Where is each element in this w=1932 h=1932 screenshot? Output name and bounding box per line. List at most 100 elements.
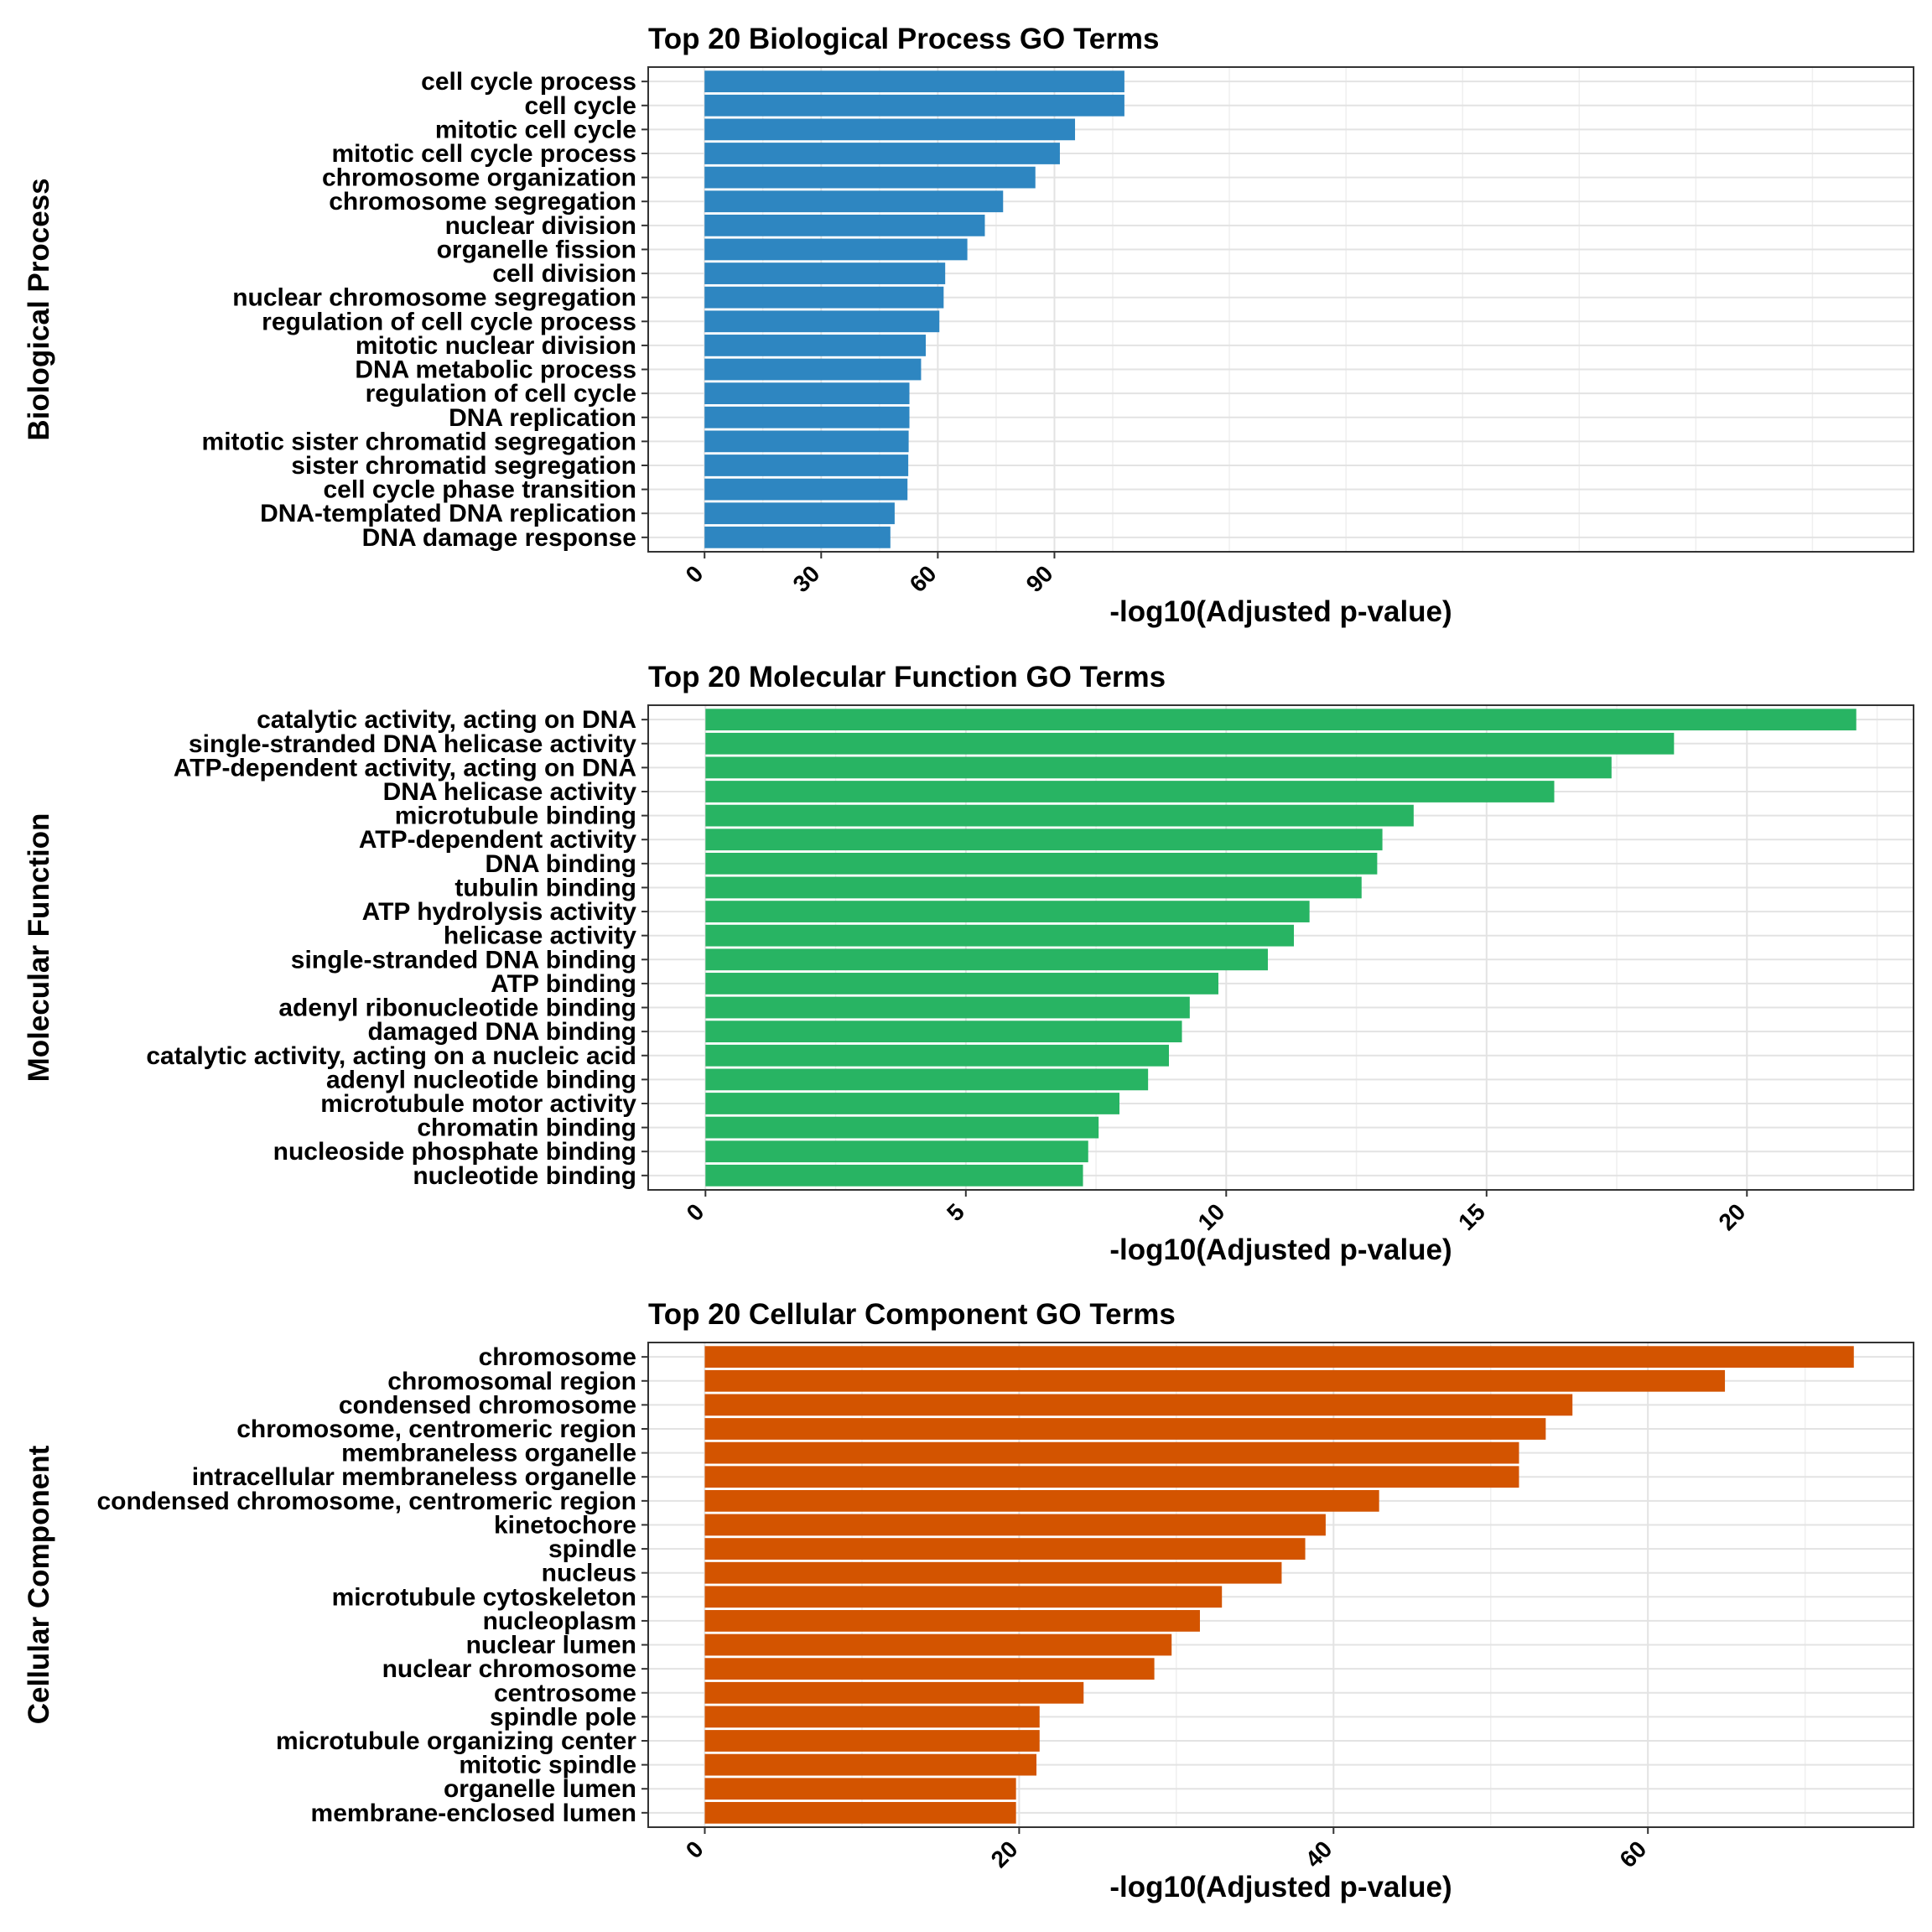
cellular-component-category-label: condensed chromosome, centromeric region bbox=[97, 1488, 637, 1515]
biological-process-bar bbox=[704, 94, 1124, 117]
cellular-component-bar bbox=[704, 1610, 1200, 1632]
biological-process-panel-border bbox=[647, 66, 1914, 553]
cellular-component-bar bbox=[704, 1514, 1326, 1536]
molecular-function-bar bbox=[705, 756, 1612, 779]
cellular-component-bar bbox=[704, 1778, 1016, 1800]
molecular-function-category-label: catalytic activity, acting on a nucleic … bbox=[146, 1042, 636, 1070]
molecular-function-bar bbox=[705, 1164, 1083, 1187]
cellular-component-category-label: kinetochore bbox=[494, 1511, 636, 1539]
cellular-component-category-label: condensed chromosome bbox=[339, 1391, 636, 1419]
biological-process-category-label: chromosome segregation bbox=[329, 188, 636, 216]
biological-process-title: Top 20 Biological Process GO Terms bbox=[648, 23, 1159, 55]
cellular-component-x-tick-label: 60 bbox=[1614, 1836, 1651, 1872]
molecular-function-bar bbox=[705, 973, 1218, 995]
cellular-component-bar bbox=[704, 1706, 1040, 1728]
biological-process-category-label: DNA-templated DNA replication bbox=[260, 500, 636, 527]
biological-process-bar bbox=[704, 382, 910, 405]
molecular-function-category-label: microtubule motor activity bbox=[320, 1090, 636, 1118]
molecular-function-category-label: ATP binding bbox=[491, 970, 636, 998]
biological-process-x-tick-label: 60 bbox=[905, 560, 942, 597]
molecular-function-category-label: helicase activity bbox=[444, 922, 636, 950]
cellular-component-bar bbox=[704, 1489, 1379, 1512]
biological-process-x-tick-label: 90 bbox=[1021, 560, 1058, 597]
cellular-component-category-label: spindle pole bbox=[490, 1703, 636, 1731]
molecular-function-x-tick-label: 5 bbox=[942, 1198, 969, 1226]
biological-process-category-label: DNA replication bbox=[449, 404, 636, 432]
cellular-component-category-label: centrosome bbox=[494, 1680, 636, 1707]
molecular-function-category-label: single-stranded DNA binding bbox=[291, 946, 636, 974]
molecular-function-x-tick-label: 20 bbox=[1714, 1198, 1751, 1235]
biological-process-bar bbox=[704, 454, 909, 476]
molecular-function-y-axis-label: Molecular Function bbox=[23, 813, 55, 1083]
molecular-function-category-label: catalytic activity, acting on DNA bbox=[257, 706, 636, 734]
molecular-function-category-label: nucleotide binding bbox=[413, 1162, 636, 1190]
cellular-component-bar bbox=[704, 1753, 1037, 1776]
cellular-component-bar bbox=[704, 1369, 1726, 1392]
cellular-component-bar bbox=[704, 1633, 1172, 1656]
cellular-component-bar bbox=[704, 1658, 1155, 1680]
biological-process-category-label: sister chromatid segregation bbox=[291, 452, 636, 480]
molecular-function-x-tick-label: 0 bbox=[682, 1198, 709, 1226]
cellular-component-bar bbox=[704, 1441, 1519, 1464]
molecular-function-bar bbox=[705, 996, 1190, 1019]
molecular-function-category-label: nucleoside phosphate binding bbox=[273, 1138, 636, 1166]
cellular-component-x-tick-label: 20 bbox=[986, 1836, 1023, 1872]
molecular-function-category-label: tubulin binding bbox=[454, 874, 636, 901]
biological-process-category-label: DNA damage response bbox=[362, 524, 636, 552]
molecular-function-category-label: chromatin binding bbox=[417, 1114, 636, 1142]
molecular-function-bar bbox=[705, 876, 1362, 899]
biological-process-y-axis-label: Biological Process bbox=[23, 178, 55, 440]
molecular-function-category-label: microtubule binding bbox=[395, 802, 636, 830]
biological-process-x-axis-label: -log10(Adjusted p-value) bbox=[1109, 595, 1452, 628]
molecular-function-category-label: ATP-dependent activity, acting on DNA bbox=[174, 754, 636, 782]
cellular-component-category-label: spindle bbox=[548, 1535, 636, 1563]
cellular-component-bar bbox=[704, 1394, 1573, 1416]
biological-process-bar bbox=[704, 190, 1004, 213]
biological-process-bar bbox=[704, 166, 1036, 189]
biological-process-bar bbox=[704, 358, 922, 381]
biological-process-bar bbox=[704, 406, 910, 428]
biological-process-bar bbox=[704, 502, 895, 525]
cellular-component-x-tick-label: 0 bbox=[681, 1836, 709, 1863]
molecular-function-panel: catalytic activity, acting on DNA single-… bbox=[23, 661, 1914, 1266]
molecular-function-bar bbox=[705, 1116, 1099, 1139]
biological-process-bar bbox=[704, 478, 908, 501]
molecular-function-bar bbox=[705, 948, 1268, 971]
cellular-component-y-axis-label: Cellular Component bbox=[23, 1445, 55, 1724]
molecular-function-bar bbox=[705, 709, 1857, 731]
biological-process-bar bbox=[704, 430, 909, 453]
biological-process-category-label: regulation of cell cycle process bbox=[262, 308, 636, 335]
biological-process-category-label: mitotic sister chromatid segregation bbox=[202, 428, 636, 455]
biological-process-category-label: organelle fission bbox=[437, 236, 636, 263]
cellular-component-bar bbox=[704, 1681, 1084, 1704]
molecular-function-panel-border bbox=[647, 704, 1914, 1191]
biological-process-bar bbox=[704, 526, 891, 548]
cellular-component-bar bbox=[704, 1586, 1223, 1608]
cellular-component-category-label: chromosomal region bbox=[387, 1368, 636, 1395]
molecular-function-x-tick-label: 10 bbox=[1193, 1198, 1230, 1235]
biological-process-category-label: cell division bbox=[492, 260, 636, 288]
molecular-function-category-label: ATP hydrolysis activity bbox=[362, 898, 637, 926]
biological-process-bar bbox=[704, 310, 940, 333]
molecular-function-bar bbox=[705, 781, 1555, 802]
biological-process-bar bbox=[704, 238, 968, 261]
molecular-function-category-label: DNA helicase activity bbox=[383, 778, 637, 806]
molecular-function-bar bbox=[705, 1093, 1119, 1114]
biological-process-bar bbox=[704, 335, 927, 356]
biological-process-category-label: regulation of cell cycle bbox=[366, 380, 636, 408]
molecular-function-bar bbox=[705, 852, 1378, 875]
biological-process-category-label: DNA metabolic process bbox=[355, 356, 636, 384]
cellular-component-category-label: organelle lumen bbox=[444, 1775, 636, 1803]
cellular-component-category-label: nucleus bbox=[542, 1560, 636, 1587]
molecular-function-bar bbox=[705, 1044, 1169, 1067]
molecular-function-x-tick-label: 15 bbox=[1453, 1198, 1490, 1235]
cellular-component-category-label: chromosome, centromeric region bbox=[236, 1415, 636, 1443]
cellular-component-category-label: mitotic spindle bbox=[459, 1752, 636, 1779]
biological-process-category-label: mitotic nuclear division bbox=[356, 332, 636, 360]
cellular-component-category-label: intracellular membraneless organelle bbox=[192, 1463, 636, 1491]
cellular-component-category-label: nuclear lumen bbox=[466, 1632, 636, 1659]
